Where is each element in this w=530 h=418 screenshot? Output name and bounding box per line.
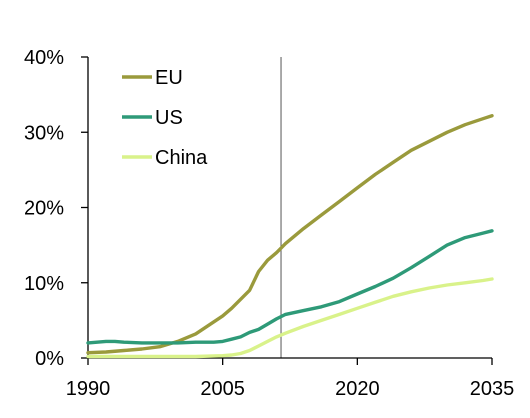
x-tick-label: 2035 — [470, 378, 515, 400]
y-tick-label: 20% — [24, 198, 64, 220]
series-line-eu — [86, 113, 494, 355]
x-ticks: 1990 2005 2020 2035 — [66, 358, 515, 400]
series-lines — [86, 113, 494, 359]
y-tick-label: 10% — [24, 273, 64, 295]
series-line-us — [86, 229, 494, 345]
y-ticks: 0% 10% 20% 30% 40% — [24, 47, 88, 370]
y-tick-label: 40% — [24, 47, 64, 69]
legend-label: EU — [155, 67, 183, 89]
legend-label: US — [155, 107, 183, 129]
x-tick-label: 1990 — [66, 378, 111, 400]
y-tick-label: 0% — [35, 348, 64, 370]
legend-label: China — [155, 147, 208, 169]
x-tick-label: 2005 — [200, 378, 245, 400]
series-line-china — [86, 277, 494, 359]
legend: EU US China — [122, 67, 208, 169]
x-tick-label: 2020 — [335, 378, 380, 400]
y-tick-label: 30% — [24, 122, 64, 144]
